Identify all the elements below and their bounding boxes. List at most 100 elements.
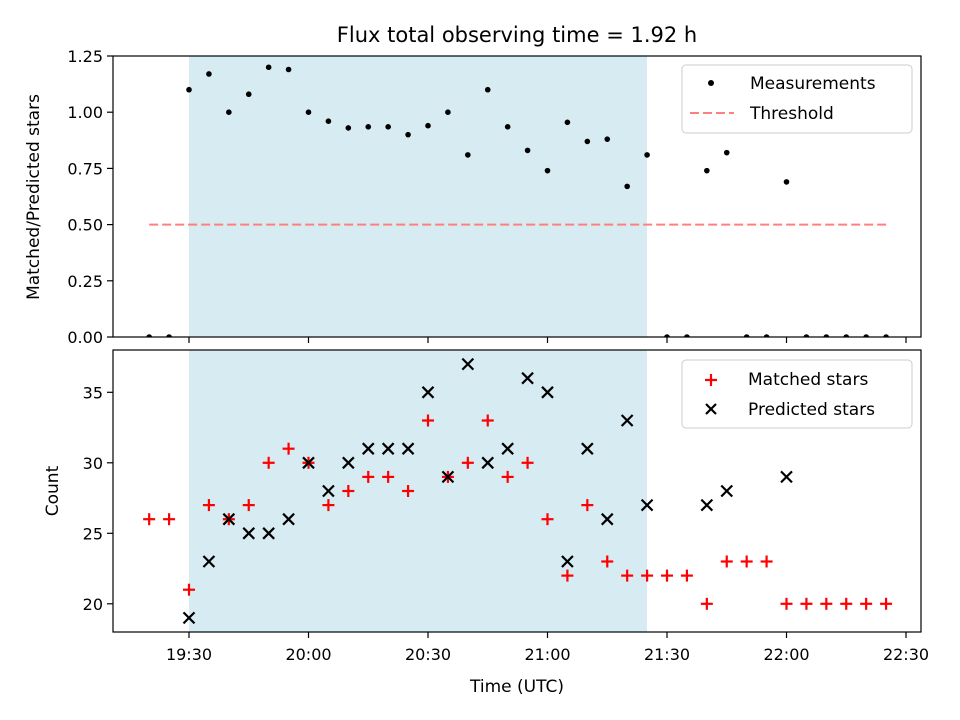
- measurements-point: [226, 109, 232, 115]
- count-y-tick-label: 20: [83, 595, 103, 614]
- predicted-stars-point-b: [342, 456, 355, 470]
- matched-stars-point: [402, 485, 415, 497]
- predicted-stars-point-b: [561, 555, 574, 568]
- measurements-point: [504, 124, 511, 130]
- matched-stars-point: [581, 499, 594, 512]
- measurements-point: [743, 334, 750, 337]
- measurements-point: [763, 334, 770, 337]
- ratio-legend: Measurements Threshold: [681, 64, 913, 134]
- predicted-stars-point-b: [700, 498, 714, 512]
- matched-stars-point: [621, 569, 634, 582]
- matched-stars-point: [840, 597, 853, 610]
- chart-title: Flux total observing time = 1.92 h: [337, 23, 697, 47]
- ratio-y-axis-label: Matched/Predicted stars: [24, 94, 44, 300]
- measurements-point: [325, 118, 332, 124]
- measurements-point: [823, 334, 830, 337]
- measurements-point: [445, 109, 451, 115]
- predicted-stars-point-b: [421, 386, 435, 399]
- legend-predicted-label: Predicted stars: [748, 400, 875, 420]
- measurements-point: [704, 167, 710, 174]
- predicted-stars-point-b: [381, 442, 395, 455]
- x-tick-label: 21:00: [524, 645, 570, 664]
- matched-stars-point: [820, 597, 833, 610]
- matched-stars-point: [740, 555, 753, 568]
- ratio-panel-frame: [112, 55, 922, 338]
- matched-stars-point: [860, 597, 873, 610]
- matched-stars-point: [561, 569, 574, 582]
- matched-stars-point: [163, 513, 176, 526]
- matched-stars-point: [461, 456, 474, 469]
- predicted-stars-point-b: [262, 527, 275, 540]
- predicted-stars-point-b: [202, 555, 216, 568]
- measurements-point: [385, 124, 391, 130]
- matched-stars-point: [641, 569, 654, 582]
- x-tick-label: 22:00: [763, 645, 809, 664]
- predicted-stars-point: [541, 386, 554, 399]
- ratio-y-tick-label: 1.25: [67, 47, 103, 66]
- legend-measurements-label: Measurements: [750, 74, 876, 94]
- count-y-tick-label: 25: [83, 524, 103, 543]
- matched-stars-point: [422, 414, 434, 427]
- ratio-observing-window: [189, 56, 647, 337]
- predicted-stars-point: [182, 611, 196, 625]
- measurements-point: [843, 334, 850, 337]
- predicted-stars-point: [302, 456, 315, 470]
- predicted-stars-point-b: [361, 442, 375, 455]
- matched-stars-point: [382, 470, 395, 483]
- measurements-point: [265, 64, 272, 71]
- matched-stars-point: [680, 569, 693, 582]
- predicted-stars-point: [461, 357, 475, 371]
- predicted-stars-point: [262, 527, 275, 540]
- predicted-stars-point-b: [521, 371, 534, 385]
- measurements-point: [365, 124, 372, 130]
- predicted-stars-point-b: [780, 470, 793, 484]
- measurements-point: [146, 334, 152, 337]
- measurements-point: [166, 334, 172, 337]
- matched-stars-point: [780, 597, 793, 610]
- legend-threshold-label: Threshold: [749, 104, 834, 124]
- predicted-stars-point-b: [501, 442, 514, 455]
- predicted-stars-point: [720, 484, 734, 498]
- measurements-point: [206, 71, 212, 77]
- measurements-point: [305, 109, 312, 115]
- ratio-panel: Matched/Predicted stars Measurements Thr…: [24, 55, 922, 338]
- measurements-point: [524, 147, 531, 154]
- measurements-point: [644, 152, 650, 158]
- predicted-stars-point-b: [600, 512, 614, 526]
- predicted-stars-point: [780, 470, 793, 484]
- matched-stars-point: [481, 414, 494, 427]
- predicted-stars-point: [561, 555, 574, 568]
- measurements-point: [465, 152, 471, 158]
- predicted-stars-point: [381, 442, 395, 455]
- predicted-stars-point: [521, 371, 534, 385]
- predicted-stars-point: [501, 442, 514, 455]
- predicted-stars-point-b: [581, 442, 594, 455]
- predicted-stars-point-b: [302, 456, 315, 470]
- x-axis-label: Time (UTC): [469, 677, 564, 697]
- matched-stars-point: [322, 499, 335, 512]
- measurements-point: [425, 122, 431, 129]
- count-legend-box: [681, 359, 913, 429]
- predicted-stars-point: [700, 498, 714, 512]
- predicted-stars-point-b: [481, 456, 495, 470]
- predicted-stars-point: [600, 512, 614, 526]
- predicted-stars-point: [401, 442, 415, 455]
- x-tick-label: 21:30: [644, 645, 690, 664]
- measurements-point: [245, 91, 252, 98]
- predicted-stars-point-b: [401, 442, 415, 455]
- ratio-y-tick-label: 0.75: [67, 159, 103, 178]
- predicted-stars-point: [581, 442, 594, 455]
- predicted-stars-point: [421, 386, 435, 399]
- predicted-stars-point: [282, 512, 295, 526]
- legend-matched-label: Matched stars: [748, 370, 868, 390]
- measurements-point: [544, 167, 551, 174]
- predicted-stars-point: [242, 527, 256, 540]
- predicted-stars-point: [222, 512, 236, 526]
- predicted-stars-point: [441, 470, 455, 484]
- x-tick-label: 19:30: [166, 645, 212, 664]
- matched-stars-point: [720, 555, 733, 568]
- predicted-stars-point-b: [282, 512, 295, 526]
- predicted-stars-point-b: [182, 611, 196, 625]
- matched-stars-point: [700, 597, 713, 610]
